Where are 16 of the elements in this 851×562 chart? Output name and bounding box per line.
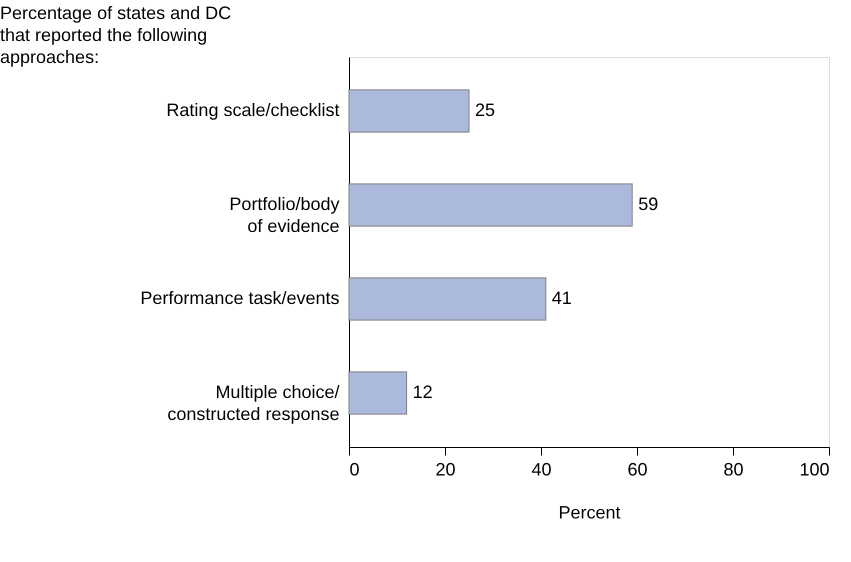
x-axis-title: Percent: [558, 502, 621, 522]
x-tick-label: 20: [435, 460, 456, 480]
x-tick-label: 40: [531, 460, 552, 480]
y-tick-label: Performance task/events: [140, 288, 340, 308]
x-tick-label: 60: [627, 460, 648, 480]
text: Percentage of states and DC that reported the following approaches:: [0, 3, 232, 67]
x-tick-label: 100: [799, 460, 830, 480]
data-label: 59: [638, 194, 658, 214]
data-label: 41: [552, 288, 572, 308]
x-tick-label: 0: [350, 460, 360, 480]
x-tick-label: 80: [723, 460, 744, 480]
y-tick-label: Rating scale/checklist: [166, 100, 340, 120]
data-label: 25: [475, 100, 496, 120]
y-tick-label: Multiple choice/ constructed response: [167, 382, 340, 424]
data-label: 12: [412, 382, 433, 402]
y-tick-label: Portfolio/body of evidence: [229, 194, 340, 236]
